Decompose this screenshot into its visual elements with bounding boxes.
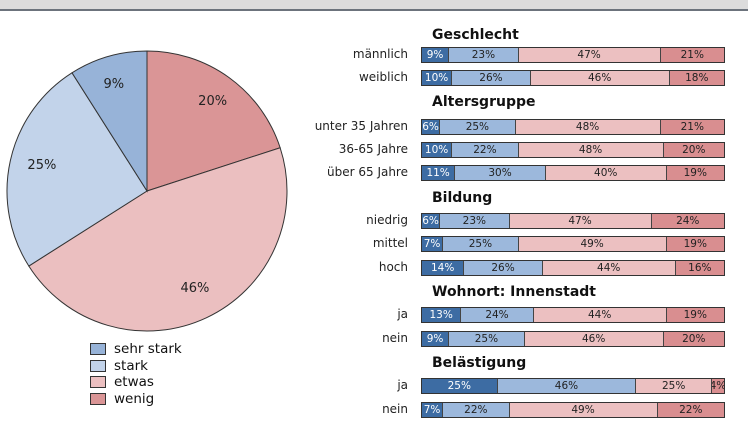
- stacked-bar: 25%46%25%4%: [421, 378, 725, 394]
- pie-slice-wenig: [146, 50, 281, 192]
- bar-segment-etwas: 48%: [518, 143, 664, 157]
- bar-segment-sehr-stark: 6%: [422, 120, 441, 134]
- row-label: über 65 Jahre: [327, 165, 408, 179]
- row-label: männlich: [352, 47, 408, 61]
- bar-segment-stark: 30%: [455, 166, 546, 180]
- bar-segment-sehr-stark: 14%: [422, 261, 465, 275]
- bar-segment-stark: 26%: [464, 261, 543, 275]
- bar-segment-sehr-stark: 9%: [422, 48, 450, 62]
- bar-segment-etwas: 44%: [542, 261, 676, 275]
- bar-segment-etwas: 44%: [533, 308, 667, 322]
- bar-segment-sehr-stark: 9%: [422, 332, 450, 346]
- stacked-bar: 7% 22% 49% 22%: [421, 402, 725, 418]
- bar-segment-stark: 25%: [449, 332, 525, 346]
- bar-segment-sehr-stark: 6%: [422, 214, 441, 228]
- bar-segment-wenig: 4%: [711, 379, 724, 393]
- group-header: Belästigung: [432, 355, 527, 371]
- pie-data-label: 46%: [180, 280, 210, 296]
- legend-item-wenig: wenig: [90, 391, 182, 408]
- window-top-bar: [0, 0, 748, 11]
- bar-segment-wenig: 21%: [660, 120, 724, 134]
- stacked-bar: 10% 22% 48% 20%: [421, 142, 725, 158]
- bar-segment-stark: 25%: [440, 120, 516, 134]
- stacked-bar: 14% 26% 44% 16%: [421, 260, 725, 276]
- legend-label: stark: [114, 357, 148, 374]
- bar-segment-wenig: 20%: [663, 143, 724, 157]
- bar-segment-etwas: 46%: [530, 71, 670, 85]
- bar-segment-sehr-stark: 25%: [422, 379, 498, 393]
- group-header: Wohnort: Innenstadt: [432, 284, 596, 300]
- row-label: hoch: [378, 260, 408, 274]
- bar-segment-wenig: 19%: [666, 308, 724, 322]
- legend-item-stark: stark: [90, 358, 182, 375]
- stacked-bar: 9% 25% 46% 20%: [421, 331, 725, 347]
- bar-segment-stark: 24%: [461, 308, 534, 322]
- bar-segment-stark: 26%: [452, 71, 531, 85]
- pie-slice-stark: [6, 72, 148, 267]
- pie-slice-sehr-stark: [71, 50, 148, 193]
- bar-segment-sehr-stark: 10%: [422, 143, 453, 157]
- bar-segment-stark: 46%: [497, 379, 637, 393]
- stacked-bar: 9% 23% 47% 21%: [421, 47, 725, 63]
- bar-segment-wenig: 20%: [663, 332, 724, 346]
- legend: sehr stark stark etwas wenig: [90, 341, 182, 407]
- bar-segment-wenig: 19%: [666, 166, 724, 180]
- bar-segment-sehr-stark: 13%: [422, 308, 462, 322]
- bar-segment-stark: 25%: [443, 237, 519, 251]
- row-label: niedrig: [366, 213, 408, 227]
- legend-item-etwas: etwas: [90, 374, 182, 391]
- pie-data-label: 20%: [198, 93, 228, 109]
- legend-label: wenig: [114, 390, 155, 407]
- bar-segment-etwas: 25%: [636, 379, 712, 393]
- bar-segment-sehr-stark: 7%: [422, 237, 444, 251]
- bar-segment-etwas: 40%: [545, 166, 667, 180]
- bar-segment-etwas: 49%: [518, 237, 667, 251]
- pie-data-label: 9%: [103, 77, 125, 93]
- legend-item-sehr-stark: sehr stark: [90, 341, 182, 358]
- pie-data-label: 25%: [27, 158, 57, 174]
- bar-segment-stark: 23%: [449, 48, 519, 62]
- bar-segment-wenig: 18%: [669, 71, 724, 85]
- bar-segment-etwas: 47%: [518, 48, 661, 62]
- bar-segment-wenig: 19%: [666, 237, 724, 251]
- bar-segment-stark: 22%: [443, 403, 510, 417]
- bar-segment-etwas: 48%: [515, 120, 661, 134]
- bar-segment-wenig: 22%: [657, 403, 724, 417]
- bar-segment-etwas: 46%: [524, 332, 664, 346]
- bar-segment-sehr-stark: 11%: [422, 166, 456, 180]
- row-label: weiblich: [358, 70, 408, 84]
- stacked-bar: 11% 30% 40% 19%: [421, 165, 725, 181]
- bar-segment-wenig: 21%: [660, 48, 724, 62]
- group-header: Altersgruppe: [432, 94, 536, 110]
- bar-segment-sehr-stark: 7%: [422, 403, 444, 417]
- row-label: 36-65 Jahre: [338, 142, 408, 156]
- legend-label: etwas: [114, 374, 154, 391]
- bar-segment-etwas: 47%: [509, 214, 652, 228]
- stacked-bar: 7% 25% 49% 19%: [421, 236, 725, 252]
- stacked-bar: 10% 26% 46% 18%: [421, 70, 725, 86]
- pie-chart: [6, 50, 288, 332]
- row-label: ja: [397, 307, 408, 321]
- row-label: mittel: [372, 236, 408, 250]
- row-label: nein: [382, 331, 408, 345]
- group-header: Geschlecht: [432, 27, 519, 43]
- pie-slice-etwas: [28, 147, 288, 332]
- row-label: nein: [382, 402, 408, 416]
- stacked-bar: 6% 23% 47% 24%: [421, 213, 725, 229]
- bar-segment-wenig: 16%: [675, 261, 724, 275]
- bar-segment-etwas: 49%: [509, 403, 658, 417]
- bar-segment-sehr-stark: 10%: [422, 71, 453, 85]
- group-header: Bildung: [432, 190, 493, 206]
- row-label: unter 35 Jahren: [314, 119, 408, 133]
- bar-segment-stark: 23%: [440, 214, 510, 228]
- legend-label: sehr stark: [114, 341, 182, 358]
- row-label: ja: [397, 378, 408, 392]
- stacked-bar: 13% 24% 44% 19%: [421, 307, 725, 323]
- bar-segment-stark: 22%: [452, 143, 519, 157]
- stacked-bar: 6% 25% 48% 21%: [421, 119, 725, 135]
- bar-segment-wenig: 24%: [651, 214, 724, 228]
